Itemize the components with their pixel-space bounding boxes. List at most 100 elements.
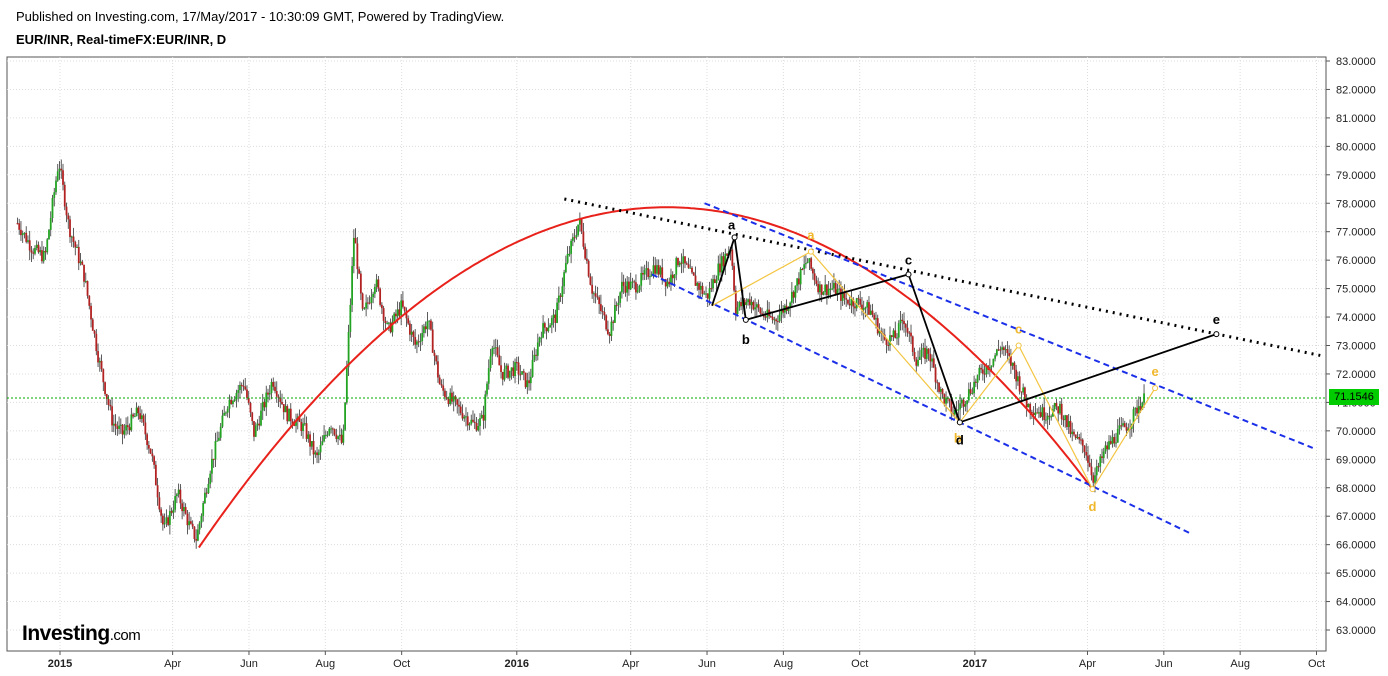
candle-body	[670, 274, 672, 285]
candle-body	[34, 248, 36, 254]
candle-body	[822, 292, 825, 295]
candle-body	[936, 382, 939, 384]
candle-body	[333, 429, 336, 435]
candle-body	[142, 415, 145, 423]
candle-body	[571, 237, 574, 241]
candle-body	[722, 256, 725, 267]
candle-body	[72, 236, 75, 242]
candle-body	[645, 268, 648, 271]
candle-body	[209, 473, 212, 484]
candle-body	[666, 281, 669, 287]
candle-body	[703, 293, 706, 295]
candle-body	[344, 402, 346, 430]
candle-body	[1069, 421, 1072, 435]
candle-body	[496, 347, 499, 356]
candle-body	[776, 321, 779, 323]
candle-body	[549, 325, 551, 328]
candle-body	[330, 428, 332, 430]
candle-body	[181, 503, 184, 512]
candle-body	[1031, 411, 1033, 413]
candle-body	[868, 302, 870, 315]
y-tick-label: 69.0000	[1336, 454, 1376, 466]
candle-body	[53, 192, 56, 199]
candle-body	[412, 331, 415, 337]
candle-body	[1013, 362, 1016, 370]
candle-body	[561, 286, 564, 297]
candle-body	[510, 367, 513, 371]
candle-body	[1118, 425, 1121, 429]
candle-body	[249, 402, 252, 413]
candle-body	[1045, 419, 1047, 421]
candle-body	[659, 267, 662, 275]
candle-body	[119, 424, 122, 426]
yellow-pattern-label: d	[1089, 499, 1097, 514]
candle-body	[44, 250, 47, 253]
candle-body	[153, 456, 156, 465]
candle-body	[1006, 349, 1009, 354]
candle-body	[967, 389, 970, 401]
candle-body	[74, 241, 77, 248]
candle-body	[1087, 455, 1089, 463]
candle-body	[810, 258, 813, 269]
candle-body	[705, 293, 707, 295]
candle-body	[685, 263, 688, 265]
candle-body	[733, 265, 735, 291]
candle-body	[184, 507, 187, 514]
y-tick-label: 63.0000	[1336, 625, 1376, 637]
candle-body	[121, 424, 124, 435]
candle-body	[1018, 376, 1021, 392]
candle-body	[1024, 387, 1026, 400]
candle-body	[293, 424, 296, 426]
candle-body	[943, 394, 946, 404]
x-axis: 2015 Apr Jun Aug Oct 2016 Apr Jun Aug Oct 2017 Apr J…	[48, 651, 1325, 670]
candle-body	[98, 360, 101, 363]
candle-body	[314, 452, 317, 455]
candle-body	[755, 304, 758, 308]
black-pattern-point	[731, 234, 738, 241]
candle-body	[160, 509, 163, 516]
candle-body	[289, 408, 292, 422]
candle-body	[472, 419, 474, 422]
yellow-pattern-label: a	[807, 228, 815, 243]
candle-body	[790, 291, 793, 303]
candle-body	[382, 308, 385, 321]
candle-body	[379, 288, 382, 305]
candle-body	[163, 522, 166, 525]
candle-body	[517, 362, 520, 375]
candle-body	[407, 318, 410, 324]
candle-body	[614, 305, 616, 323]
candle-body	[845, 298, 848, 300]
candle-body	[109, 404, 112, 407]
candle-body	[456, 399, 459, 405]
candle-body	[48, 229, 50, 240]
candle-body	[654, 265, 657, 274]
candle-body	[1099, 456, 1102, 467]
candle-body	[256, 423, 259, 426]
candle-body	[917, 360, 919, 366]
candle-body	[819, 284, 821, 293]
candle-body	[878, 331, 881, 334]
candle-body	[889, 335, 891, 346]
candle-body	[372, 293, 375, 298]
candle-body	[724, 253, 727, 267]
candle-body	[451, 392, 453, 402]
candle-body	[200, 515, 203, 523]
candle-body	[857, 298, 860, 300]
black-pattern-label: e	[1213, 312, 1220, 327]
candle-body	[468, 423, 471, 426]
candle-body	[321, 441, 324, 445]
candle-body	[673, 274, 676, 279]
candle-body	[440, 384, 443, 386]
candle-body	[146, 434, 149, 446]
candle-body	[151, 453, 154, 457]
candle-body	[599, 304, 602, 311]
candle-body	[941, 388, 944, 395]
candle-body	[615, 305, 618, 307]
candle-body	[918, 356, 921, 361]
candle-body	[789, 302, 792, 308]
black-pattern-point	[905, 271, 912, 278]
candle-body	[731, 249, 734, 266]
candle-body	[337, 436, 339, 440]
candle-body	[172, 509, 175, 513]
